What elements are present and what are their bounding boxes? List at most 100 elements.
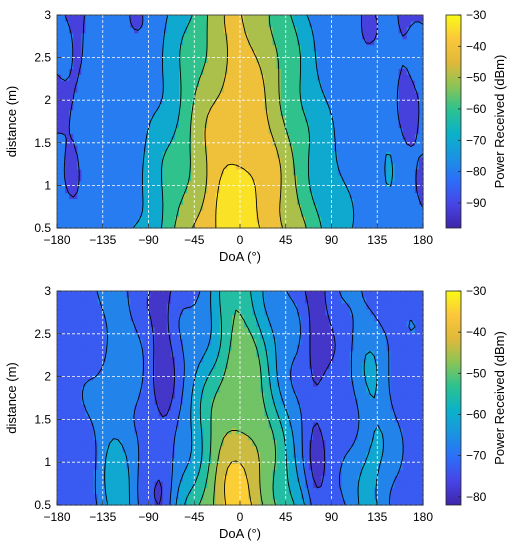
contour-cell	[142, 204, 148, 211]
contour-cell	[305, 192, 310, 200]
contour-cell	[378, 145, 383, 152]
contour-cell	[134, 439, 139, 447]
contour-cell	[183, 20, 188, 28]
contour-cell	[174, 50, 180, 58]
contour-cell	[272, 493, 278, 500]
contour-cell	[325, 62, 331, 69]
contour-cell	[126, 162, 131, 170]
contour-cell	[341, 204, 347, 211]
contour-cell	[374, 403, 379, 411]
contour-cell	[150, 192, 156, 200]
contour-cell	[231, 97, 237, 105]
contour-cell	[410, 174, 416, 182]
contour-cell	[382, 439, 387, 447]
contour-cell	[357, 151, 363, 158]
contour-cell	[256, 68, 261, 75]
contour-cell	[166, 38, 172, 46]
contour-cell	[223, 198, 229, 205]
contour-cell	[109, 180, 115, 188]
contour-cell	[134, 103, 139, 111]
contour-cell	[321, 127, 326, 134]
contour-cell	[252, 499, 257, 506]
contour-cell	[105, 109, 111, 117]
contour-cell	[130, 109, 135, 117]
contour-cell	[183, 445, 188, 453]
contour-cell	[227, 445, 233, 453]
contour-cell	[337, 216, 343, 223]
contour-cell	[280, 68, 286, 75]
contour-cell	[85, 86, 91, 93]
contour-cell	[248, 86, 253, 93]
contour-cell	[187, 109, 192, 117]
contour-cell	[223, 487, 229, 494]
contour-cell	[130, 133, 135, 140]
contour-cell	[276, 174, 282, 182]
contour-cell	[109, 216, 115, 223]
contour-cell	[93, 192, 99, 200]
contour-cell	[61, 180, 66, 188]
contour-cell	[321, 493, 326, 500]
contour-cell	[85, 398, 91, 405]
contour-cell	[414, 174, 420, 182]
contour-cell	[244, 445, 249, 453]
contour-cell	[248, 15, 253, 22]
contour-cell	[386, 469, 392, 476]
contour-cell	[280, 451, 286, 459]
contour-cell	[325, 44, 331, 52]
x-tick-label: 45	[279, 233, 293, 247]
contour-cell	[402, 174, 408, 182]
contour-cell	[248, 97, 253, 105]
contour-cell	[378, 445, 383, 453]
contour-cell	[406, 103, 412, 111]
contour-cell	[284, 15, 290, 22]
contour-cell	[362, 103, 367, 111]
contour-cell	[122, 151, 127, 158]
contour-cell	[81, 133, 87, 140]
contour-cell	[195, 222, 200, 229]
contour-cell	[105, 499, 111, 506]
contour-cell	[296, 409, 302, 417]
contour-cell	[105, 86, 111, 93]
contour-cell	[337, 457, 343, 464]
contour-cell	[122, 44, 127, 52]
contour-cell	[118, 222, 123, 229]
contour-cell	[97, 210, 103, 217]
contour-cell	[337, 174, 343, 182]
contour-cell	[366, 97, 371, 105]
contour-cell	[154, 109, 160, 117]
contour-cell	[349, 80, 355, 87]
contour-cell	[337, 32, 343, 40]
contour-cell	[97, 222, 103, 229]
contour-cell	[333, 109, 339, 117]
contour-cell	[370, 62, 375, 69]
contour-cell	[174, 127, 180, 134]
contour-cell	[215, 427, 221, 435]
contour-cell	[264, 451, 270, 459]
contour-cell	[244, 26, 249, 34]
contour-cell	[118, 186, 123, 194]
contour-cell	[195, 198, 200, 205]
contour-cell	[215, 157, 221, 164]
contour-cell	[122, 180, 127, 188]
contour-cell	[89, 415, 95, 423]
contour-cell	[402, 151, 408, 158]
contour-cell	[410, 186, 416, 194]
contour-cell	[195, 439, 200, 447]
contour-cell	[191, 80, 196, 87]
contour-cell	[231, 180, 237, 188]
contour-cell	[248, 103, 253, 111]
contour-cell	[313, 186, 318, 194]
contour-cell	[414, 433, 420, 441]
contour-cell	[138, 26, 143, 34]
contour-cell	[321, 427, 326, 435]
contour-cell	[195, 409, 200, 417]
contour-cell	[73, 15, 78, 22]
contour-cell	[374, 174, 379, 182]
contour-cell	[357, 451, 363, 459]
contour-cell	[195, 392, 200, 399]
contour-cell	[158, 481, 164, 488]
contour-cell	[65, 392, 70, 399]
contour-cell	[366, 427, 371, 435]
contour-cell	[414, 427, 420, 435]
contour-cell	[378, 109, 383, 117]
